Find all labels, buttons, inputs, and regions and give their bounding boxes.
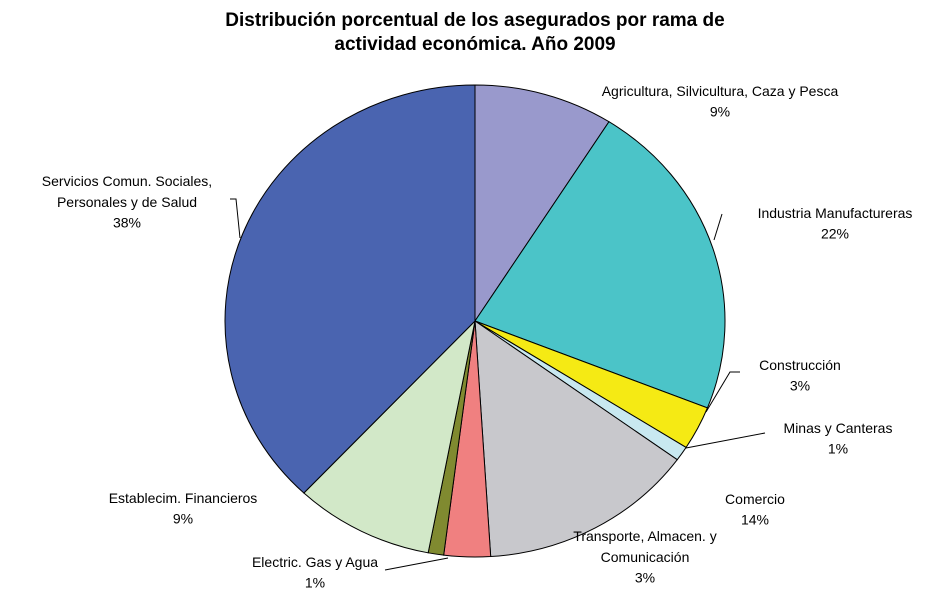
slice-value-label: 3% [635,570,655,586]
pie-slice [474,121,726,409]
slice-label: Electric. Gas y Agua [252,554,378,570]
leader-line [705,371,740,413]
slice-value-label: 3% [790,378,810,394]
pie-slice [303,319,476,554]
slice-label: Minas y Canteras [784,420,893,436]
slice-label: Construcción [759,357,841,373]
pie-slice [474,320,678,558]
slice-value-label: 1% [828,441,848,457]
slice-label: Transporte, Almacen. y Comunicación [573,528,716,565]
leader-line [384,557,449,571]
leader-line [685,432,766,449]
slice-value-label: 22% [821,226,849,242]
leader-line [230,198,241,239]
slice-label: Establecim. Financieros [109,490,258,506]
slice-value-label: 38% [113,215,141,231]
slice-label: Agricultura, Silvicultura, Caza y Pesca [602,83,839,99]
slice-value-label: 1% [305,575,325,589]
leader-lines [230,198,766,571]
chart-title: Distribución porcentual de los asegurado… [225,10,724,55]
pie-slice [224,84,476,494]
slice-label: Servicios Comun. Sociales, Personales y d… [42,173,212,210]
pie-slice [474,84,610,323]
slice-label: Comercio [725,491,785,507]
slice-value-label: 14% [741,512,769,528]
leader-line [713,213,723,241]
slice-value-label: 9% [710,104,730,120]
slice-value-label: 9% [173,511,193,527]
slice-label: Industria Manufactureras [758,205,913,221]
pie [224,84,726,558]
